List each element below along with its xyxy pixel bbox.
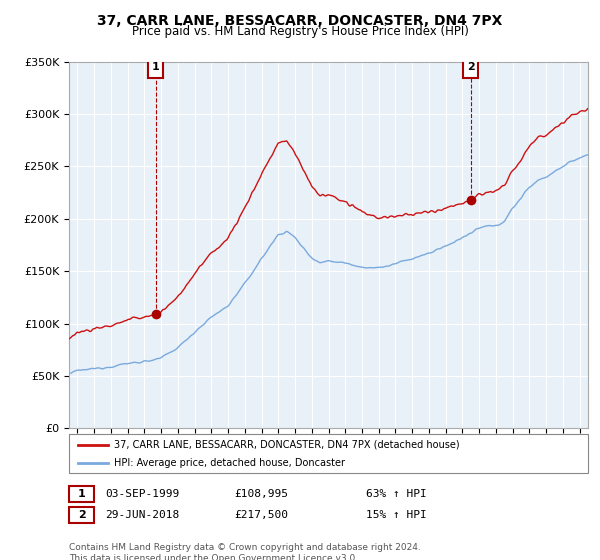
Text: £108,995: £108,995 (234, 489, 288, 499)
Text: 37, CARR LANE, BESSACARR, DONCASTER, DN4 7PX: 37, CARR LANE, BESSACARR, DONCASTER, DN4… (97, 14, 503, 28)
Text: 15% ↑ HPI: 15% ↑ HPI (366, 510, 427, 520)
Text: 2: 2 (467, 62, 475, 72)
Text: 1: 1 (152, 62, 160, 72)
Text: HPI: Average price, detached house, Doncaster: HPI: Average price, detached house, Donc… (114, 458, 345, 468)
Text: Price paid vs. HM Land Registry's House Price Index (HPI): Price paid vs. HM Land Registry's House … (131, 25, 469, 38)
Text: £217,500: £217,500 (234, 510, 288, 520)
Text: 37, CARR LANE, BESSACARR, DONCASTER, DN4 7PX (detached house): 37, CARR LANE, BESSACARR, DONCASTER, DN4… (114, 440, 460, 450)
Text: 03-SEP-1999: 03-SEP-1999 (105, 489, 179, 499)
Text: 29-JUN-2018: 29-JUN-2018 (105, 510, 179, 520)
Text: 2: 2 (78, 510, 85, 520)
Text: 63% ↑ HPI: 63% ↑ HPI (366, 489, 427, 499)
Bar (148, 55, 163, 78)
Text: Contains HM Land Registry data © Crown copyright and database right 2024.
This d: Contains HM Land Registry data © Crown c… (69, 543, 421, 560)
Text: 1: 1 (78, 489, 85, 499)
Bar (463, 55, 478, 78)
